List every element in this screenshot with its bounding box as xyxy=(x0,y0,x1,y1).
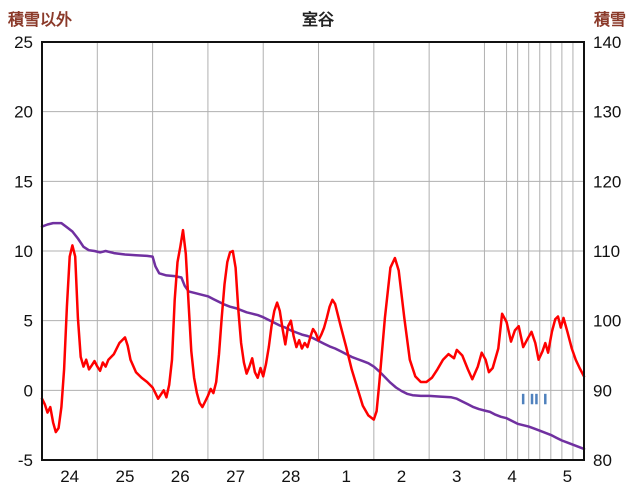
x-tick-label: 2 xyxy=(397,467,406,486)
plot-frame xyxy=(41,41,585,461)
right-tick-label: 110 xyxy=(593,242,620,261)
left-tick-label: 10 xyxy=(14,242,33,261)
right-axis-title: 積雪 xyxy=(593,12,626,29)
x-tick-label: 24 xyxy=(60,467,79,486)
snow-depth-line xyxy=(40,221,586,451)
x-tick-label: 25 xyxy=(115,467,134,486)
left-tick-label: 25 xyxy=(14,33,33,52)
x-tick-label: 5 xyxy=(563,467,572,486)
left-tick-label: 5 xyxy=(24,312,33,331)
left-axis-title: 積雪以外 xyxy=(8,12,73,29)
x-tick-label: 3 xyxy=(452,467,461,486)
x-tick-label: 27 xyxy=(226,467,245,486)
right-tick-label: 90 xyxy=(593,381,612,400)
right-tick-label: 120 xyxy=(593,172,621,191)
x-tick-label: 28 xyxy=(281,467,300,486)
x-tick-label: 26 xyxy=(171,467,190,486)
left-tick-label: 20 xyxy=(14,103,33,122)
right-tick-label: 140 xyxy=(593,33,621,52)
chart-title: 室谷 xyxy=(301,12,334,29)
right-tick-label: 130 xyxy=(593,103,621,122)
left-tick-label: 15 xyxy=(14,172,33,191)
right-tick-label: 80 xyxy=(593,451,612,470)
left-tick-label: -5 xyxy=(18,451,33,470)
x-tick-label: 1 xyxy=(341,467,350,486)
temperature-line xyxy=(40,228,586,434)
x-tick-label: 4 xyxy=(507,467,516,486)
right-tick-label: 100 xyxy=(593,312,621,331)
left-tick-label: 0 xyxy=(24,381,33,400)
